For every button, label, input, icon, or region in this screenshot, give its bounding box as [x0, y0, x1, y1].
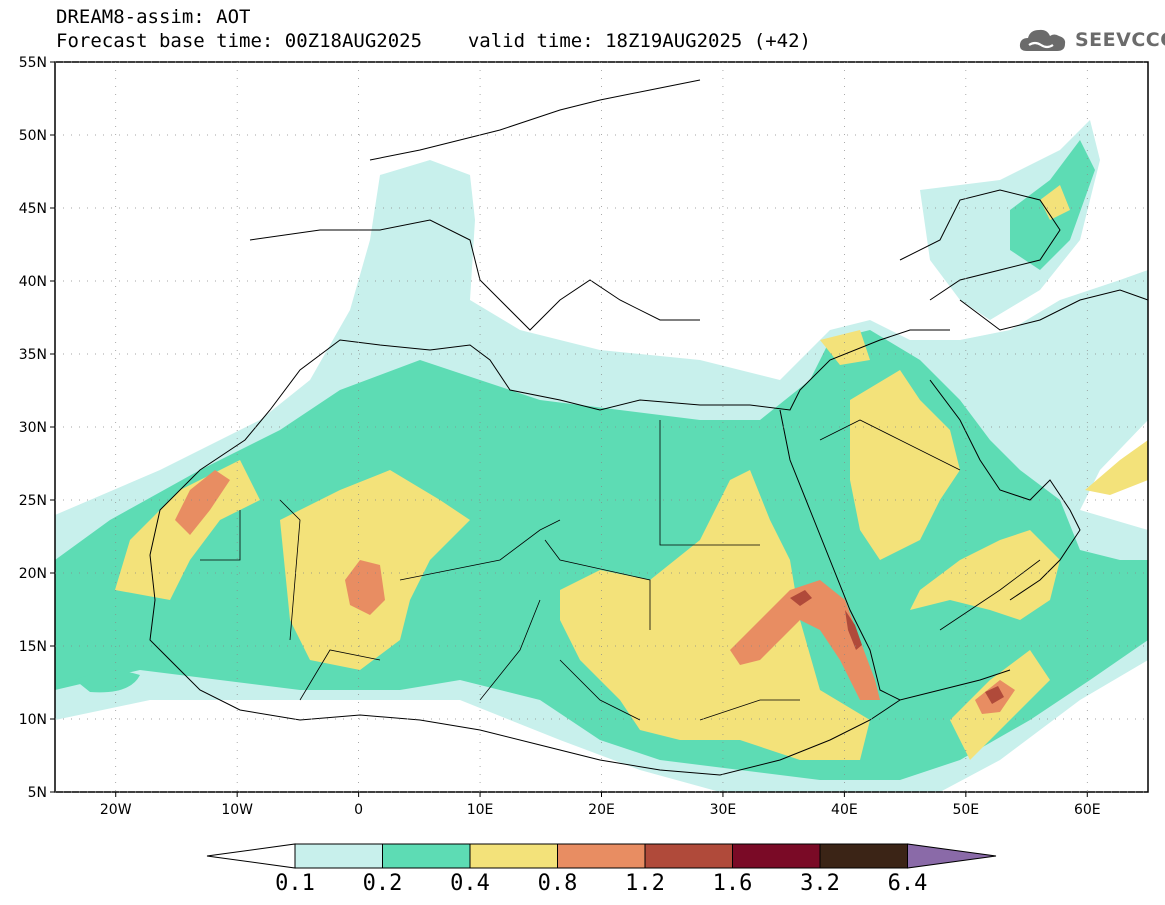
colorbar-segment	[294, 843, 383, 869]
lon-tick-label: 40E	[831, 802, 858, 818]
longitude-axis: 20W 10W 0 10E 20E 30E 40E 50E 60E	[100, 792, 1101, 818]
lon-tick-label: 50E	[952, 802, 979, 818]
lat-tick-label: 30N	[19, 420, 47, 436]
colorbar-segment	[557, 843, 646, 869]
lat-tick-label: 40N	[19, 274, 47, 290]
colorbar-segment	[819, 843, 908, 869]
logo-text: SEEVCCC	[1075, 29, 1165, 51]
country-borders	[200, 419, 1041, 721]
aot-field	[55, 62, 1148, 792]
lon-tick-label: 10E	[467, 802, 494, 818]
colorbar-under-arrow	[206, 843, 296, 869]
lon-tick-label: 10W	[221, 802, 253, 818]
lon-tick-label: 0	[354, 802, 363, 818]
lat-tick-label: 45N	[19, 201, 47, 217]
seevccc-logo: SEEVCCC	[1017, 24, 1165, 56]
base-time-label: Forecast base time: 00Z18AUG2025	[56, 30, 423, 52]
lat-tick-label: 15N	[19, 639, 47, 655]
coastlines	[149, 79, 1148, 776]
cloud-icon	[1019, 29, 1066, 51]
map-title: DREAM8-assim: AOT	[56, 6, 251, 28]
colorbar-over-arrow	[907, 843, 997, 869]
time-info: Forecast base time: 00Z18AUG2025 valid t…	[56, 31, 811, 51]
lon-tick-label: 30E	[710, 802, 737, 818]
colorbar-label: 0.8	[538, 871, 578, 896]
colorbar-segment	[644, 843, 733, 869]
colorbar-label: 3.2	[800, 871, 840, 896]
lon-tick-label: 20E	[588, 802, 615, 818]
lat-tick-label: 50N	[19, 128, 47, 144]
lat-tick-label: 5N	[28, 785, 47, 801]
colorbar-segment	[382, 843, 471, 869]
colorbar-label: 6.4	[888, 871, 928, 896]
latitude-axis: 55N 50N 45N 40N 35N 30N 25N 20N 15N 10N 5N	[19, 55, 55, 801]
colorbar: 0.1 0.2 0.4 0.8 1.2 1.6 3.2 6.4	[206, 843, 997, 896]
aot-contour-0-4	[115, 185, 1148, 760]
lat-tick-label: 55N	[19, 55, 47, 71]
graticule	[55, 61, 1148, 793]
colorbar-label: 1.2	[625, 871, 665, 896]
lat-tick-label: 10N	[19, 712, 47, 728]
aot-contour-1-2	[790, 590, 1004, 704]
colorbar-label: 0.4	[450, 871, 490, 896]
lat-tick-label: 35N	[19, 347, 47, 363]
colorbar-segment	[469, 843, 558, 869]
colorbar-segment	[732, 843, 821, 869]
colorbar-label: 0.2	[363, 871, 403, 896]
colorbar-label: 1.6	[713, 871, 753, 896]
lat-tick-label: 25N	[19, 493, 47, 509]
colorbar-label: 0.1	[275, 871, 315, 896]
valid-time-label: valid time: 18Z19AUG2025 (+42)	[467, 30, 811, 52]
lon-tick-label: 20W	[100, 802, 132, 818]
lon-tick-label: 60E	[1074, 802, 1101, 818]
lat-tick-label: 20N	[19, 566, 47, 582]
